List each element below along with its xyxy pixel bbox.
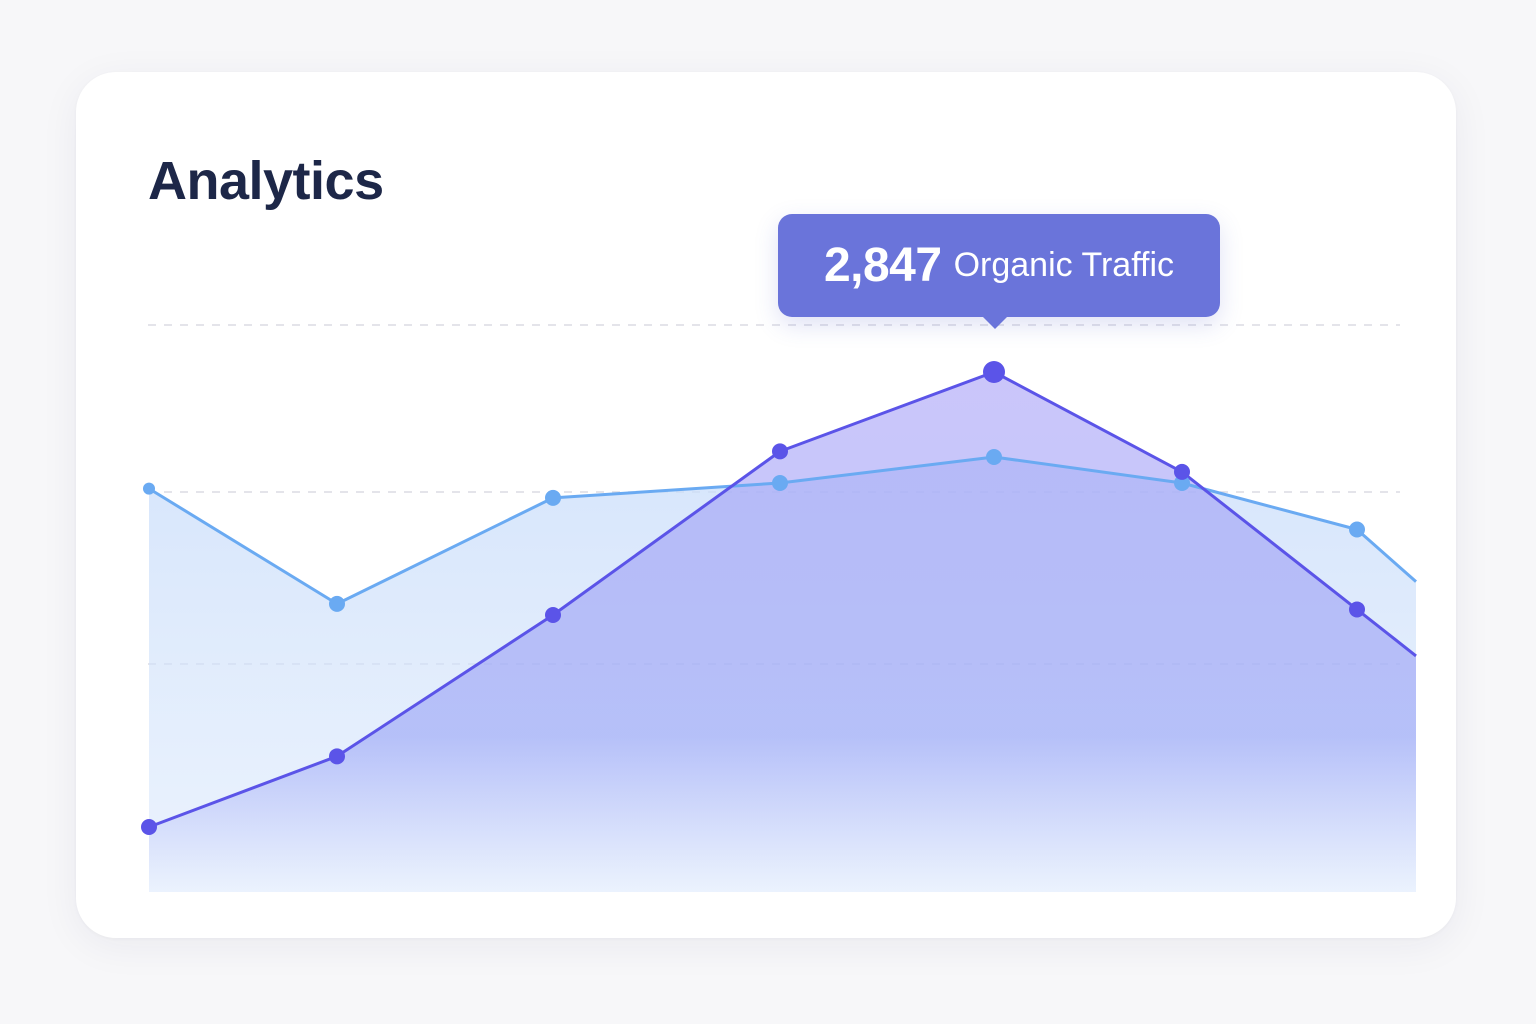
organic-traffic-area [149, 372, 1416, 892]
secondary-data-point[interactable] [1349, 521, 1365, 538]
organic-peak-point[interactable] [983, 361, 1005, 383]
secondary-data-point[interactable] [1174, 475, 1190, 492]
secondary-data-point[interactable] [143, 482, 155, 495]
organic-data-point[interactable] [1349, 601, 1365, 618]
organic-data-point[interactable] [545, 607, 561, 624]
secondary-data-point[interactable] [329, 595, 345, 612]
secondary-series-line [148, 455, 1417, 606]
tooltip-value: 2,847 [823, 239, 942, 292]
secondary-data-point[interactable] [772, 475, 788, 492]
tooltip-label: Organic Traffic [953, 246, 1175, 284]
area-chart [141, 324, 1417, 892]
organic-traffic-line [148, 370, 1417, 829]
organic-data-point[interactable] [772, 443, 788, 460]
organic-data-point[interactable] [329, 748, 345, 765]
card-title: Analytics [148, 151, 384, 211]
secondary-data-point[interactable] [986, 448, 1002, 465]
data-tooltip: 2,847 Organic Traffic [778, 214, 1220, 329]
analytics-card: Analytics 2,847 Organic Traffic [76, 72, 1456, 938]
organic-data-point[interactable] [1174, 463, 1190, 480]
organic-data-point[interactable] [141, 819, 157, 835]
data-points [141, 361, 1365, 835]
secondary-data-point[interactable] [545, 489, 561, 506]
